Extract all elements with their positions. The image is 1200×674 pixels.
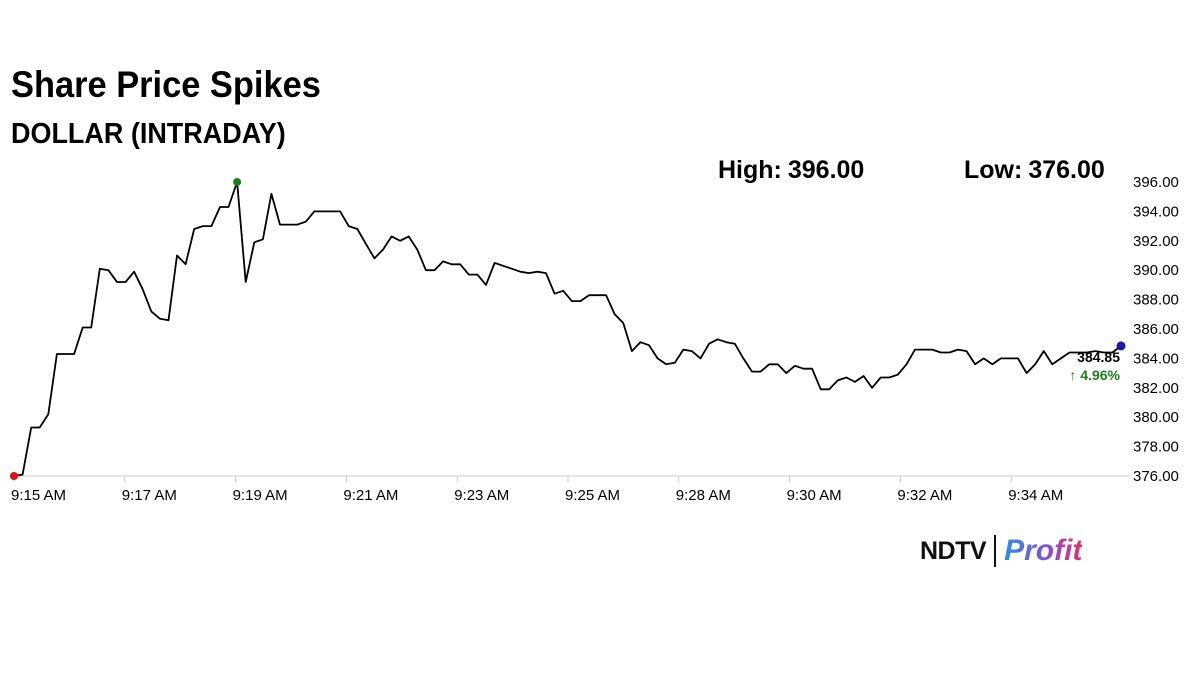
x-tick-label: 9:30 AM [787, 487, 842, 504]
x-tick-label: 9:23 AM [454, 487, 509, 504]
low-point-marker [10, 472, 18, 480]
low-label: Low: [964, 156, 1023, 184]
chart-subtitle: DOLLAR (INTRADAY) [11, 118, 286, 150]
high-value: 396.00 [787, 156, 865, 184]
y-tick-label: 380.00 [1133, 409, 1179, 426]
x-tick-label: 9:34 AM [1008, 487, 1063, 504]
y-tick-label: 388.00 [1133, 292, 1179, 309]
x-axis-ticks: 9:15 AM 9:17 AM 9:19 AM 9:21 AM 9:23 AM 9:25 … [11, 476, 1063, 504]
y-tick-label: 392.00 [1133, 233, 1179, 250]
x-tick-label: 9:25 AM [565, 487, 620, 504]
y-tick-label: 396.00 [1133, 174, 1179, 191]
y-tick-label: 386.00 [1133, 321, 1179, 338]
high-point-marker [233, 178, 242, 186]
low-value: 376.00 [1028, 156, 1105, 184]
x-tick-label: 9:21 AM [343, 487, 398, 504]
last-price-label: 384.85 [1077, 349, 1120, 365]
x-tick-label: 9:17 AM [122, 487, 177, 504]
high-stat: High: 396.00 [718, 156, 864, 185]
y-tick-label: 394.00 [1133, 203, 1179, 220]
ndtv-profit-logo: NDTV Profit [920, 534, 1082, 568]
y-tick-label: 390.00 [1133, 262, 1179, 279]
y-tick-label: 382.00 [1133, 380, 1179, 397]
y-axis-ticks: 396.00 394.00 392.00 390.00 388.00 386.00 384.… [1133, 174, 1179, 485]
y-tick-label: 376.00 [1133, 468, 1179, 485]
high-label: High: [718, 156, 782, 184]
change-percent-label: ↑ 4.96% [1069, 367, 1120, 383]
logo-divider [994, 535, 997, 567]
low-stat: Low: 376.00 [964, 156, 1105, 185]
y-tick-label: 384.00 [1133, 350, 1179, 367]
y-tick-label: 378.00 [1133, 439, 1179, 456]
x-tick-label: 9:19 AM [233, 487, 288, 504]
logo-ndtv: NDTV [920, 536, 987, 565]
logo-profit: Profit [1004, 534, 1083, 567]
x-tick-label: 9:15 AM [11, 487, 66, 504]
last-point-marker [1116, 341, 1126, 351]
price-series-line [13, 181, 1122, 477]
x-tick-label: 9:28 AM [676, 487, 731, 504]
chart-title: Share Price Spikes [11, 64, 321, 105]
x-tick-label: 9:32 AM [897, 487, 952, 504]
